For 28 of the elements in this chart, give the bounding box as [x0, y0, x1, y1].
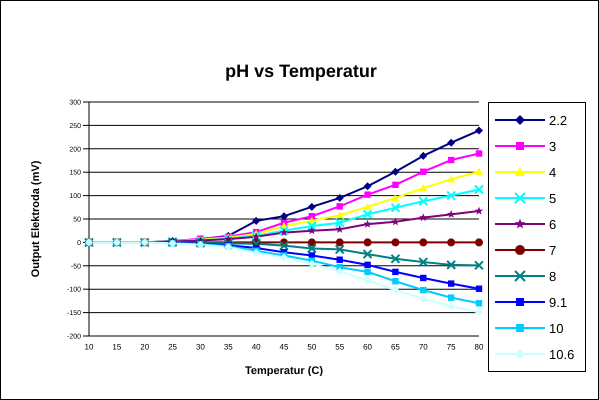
legend-label: 3 — [549, 138, 556, 154]
x-tick-label: 55 — [335, 342, 345, 352]
legend-label: 4 — [549, 164, 556, 180]
x-tick-label: 40 — [252, 342, 262, 352]
x-tick-label: 45 — [280, 342, 289, 352]
chart-title: pH vs Temperatur — [224, 61, 378, 82]
legend-label: 2.2 — [549, 112, 568, 128]
x-tick-label: 35 — [224, 342, 234, 352]
x-tick-label: 70 — [418, 342, 428, 352]
x-tick-label: 20 — [140, 342, 150, 352]
legend-label: 10.6 — [549, 346, 574, 362]
x-tick-label: 50 — [307, 342, 317, 352]
legend-label: 10 — [549, 320, 564, 336]
legend-label: 7 — [549, 242, 556, 258]
x-tick-label: 10 — [84, 342, 94, 352]
legend-label: 9.1 — [549, 294, 568, 310]
x-tick-label: 15 — [112, 342, 122, 352]
x-tick-label: 60 — [363, 342, 373, 352]
legend-label: 6 — [549, 216, 556, 232]
x-tick-label: 80 — [474, 342, 484, 352]
x-tick-label: 75 — [446, 342, 456, 352]
legend-label: 5 — [549, 190, 556, 206]
x-tick-label: 30 — [196, 342, 206, 352]
x-tick-label: 65 — [390, 342, 400, 352]
y-axis-title: Output Elektroda (mV) — [30, 160, 42, 278]
legend-label: 8 — [549, 268, 556, 284]
x-tick-label: 25 — [168, 342, 178, 352]
x-axis-title: Temperatur (C) — [244, 365, 324, 377]
